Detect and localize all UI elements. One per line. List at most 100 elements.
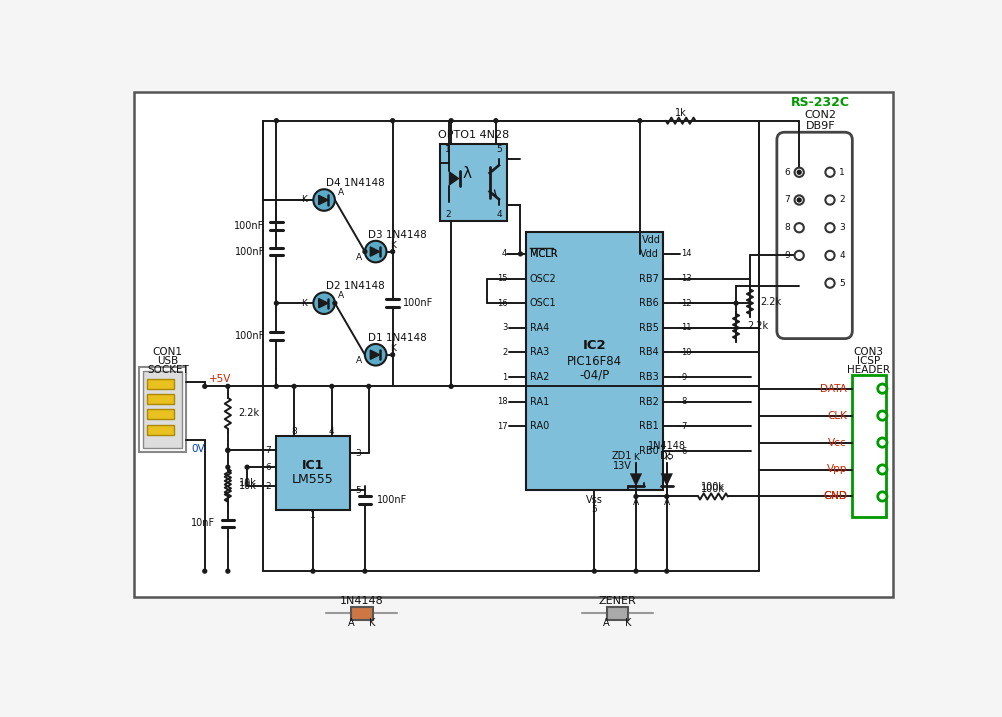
Text: K: K <box>633 453 639 462</box>
Text: 9: 9 <box>681 373 686 381</box>
Circle shape <box>665 495 668 498</box>
Circle shape <box>391 353 395 356</box>
Text: RA4: RA4 <box>530 323 549 333</box>
Text: D2 1N4148: D2 1N4148 <box>326 281 385 291</box>
Bar <box>606 607 628 619</box>
Text: RA2: RA2 <box>530 372 549 382</box>
Text: RB4: RB4 <box>639 348 659 358</box>
Text: 8: 8 <box>681 397 686 407</box>
Text: 10k: 10k <box>238 478 257 488</box>
Bar <box>143 371 181 448</box>
Text: K: K <box>625 618 631 627</box>
Text: 100nF: 100nF <box>377 495 408 505</box>
Text: OSC1: OSC1 <box>530 298 556 308</box>
Circle shape <box>795 251 804 260</box>
Circle shape <box>826 223 835 232</box>
Text: K: K <box>302 299 308 308</box>
Bar <box>440 144 507 221</box>
Circle shape <box>826 278 835 288</box>
Text: DB9F: DB9F <box>806 121 836 131</box>
Polygon shape <box>660 473 673 486</box>
Text: Vcc: Vcc <box>829 437 847 447</box>
Text: ICSP: ICSP <box>857 356 880 366</box>
Circle shape <box>275 384 279 389</box>
Text: 6: 6 <box>681 447 686 455</box>
Text: 13V: 13V <box>613 460 632 470</box>
Text: RS-232C: RS-232C <box>792 97 851 110</box>
Text: 1: 1 <box>445 146 451 154</box>
Bar <box>147 394 174 404</box>
Circle shape <box>878 384 887 393</box>
Text: GND: GND <box>823 491 847 501</box>
Text: 14: 14 <box>681 250 692 258</box>
Circle shape <box>795 223 804 232</box>
Circle shape <box>314 189 335 211</box>
Polygon shape <box>319 298 328 308</box>
Circle shape <box>225 448 229 452</box>
Text: 2: 2 <box>445 210 451 219</box>
Text: OPTO1 4N28: OPTO1 4N28 <box>438 130 509 140</box>
Text: A: A <box>348 618 355 627</box>
Text: 7: 7 <box>785 196 790 204</box>
Circle shape <box>795 168 804 177</box>
Text: D3 1N4148: D3 1N4148 <box>368 229 427 239</box>
Circle shape <box>225 448 229 452</box>
Text: 1N4148: 1N4148 <box>647 442 685 452</box>
Circle shape <box>518 252 522 256</box>
Text: 6: 6 <box>785 168 790 177</box>
Polygon shape <box>371 247 380 256</box>
Text: RA0: RA0 <box>530 422 549 432</box>
Text: 15: 15 <box>497 274 507 283</box>
Circle shape <box>795 195 804 204</box>
Circle shape <box>449 384 453 389</box>
Text: 1: 1 <box>502 373 507 381</box>
Text: D4 1N4148: D4 1N4148 <box>326 178 385 188</box>
Text: 10nF: 10nF <box>191 518 215 528</box>
Text: 17: 17 <box>497 422 507 431</box>
Text: Vdd: Vdd <box>640 249 659 259</box>
Text: 13: 13 <box>681 274 692 283</box>
Text: 100k: 100k <box>701 483 725 492</box>
Circle shape <box>494 119 498 123</box>
Text: 6: 6 <box>266 462 271 472</box>
Text: A: A <box>603 618 610 627</box>
FancyBboxPatch shape <box>777 132 853 338</box>
Bar <box>852 375 886 517</box>
Circle shape <box>391 250 395 254</box>
Text: 2.2k: 2.2k <box>238 408 260 418</box>
Text: 12: 12 <box>681 299 692 308</box>
Text: RB7: RB7 <box>639 274 659 283</box>
Text: 100k: 100k <box>701 484 725 494</box>
Text: 4: 4 <box>329 427 335 435</box>
Text: 7: 7 <box>681 422 686 431</box>
Text: RA3: RA3 <box>530 348 549 358</box>
Text: Vdd: Vdd <box>642 235 660 245</box>
Text: RB6: RB6 <box>639 298 659 308</box>
Text: CON3: CON3 <box>854 347 884 356</box>
Circle shape <box>363 569 367 573</box>
Text: USB: USB <box>157 356 178 366</box>
Circle shape <box>634 569 638 573</box>
Circle shape <box>634 495 638 498</box>
Text: 100nF: 100nF <box>233 221 265 231</box>
Text: 5: 5 <box>355 486 361 495</box>
Circle shape <box>878 411 887 420</box>
Text: RB5: RB5 <box>639 323 659 333</box>
Circle shape <box>202 569 206 573</box>
Text: 2.2k: 2.2k <box>746 321 768 331</box>
Text: 10k: 10k <box>238 481 257 491</box>
Bar <box>139 367 185 452</box>
Circle shape <box>449 119 453 123</box>
Bar <box>351 607 373 619</box>
Text: A: A <box>338 188 344 196</box>
Text: CLK: CLK <box>827 411 847 421</box>
Polygon shape <box>319 195 328 204</box>
Text: A: A <box>663 498 669 507</box>
Circle shape <box>293 384 296 389</box>
Text: MCLR: MCLR <box>530 249 557 259</box>
Text: K: K <box>370 618 376 627</box>
Text: LM555: LM555 <box>292 473 334 485</box>
Circle shape <box>826 251 835 260</box>
Text: A: A <box>338 291 344 300</box>
Text: 3: 3 <box>840 223 845 232</box>
